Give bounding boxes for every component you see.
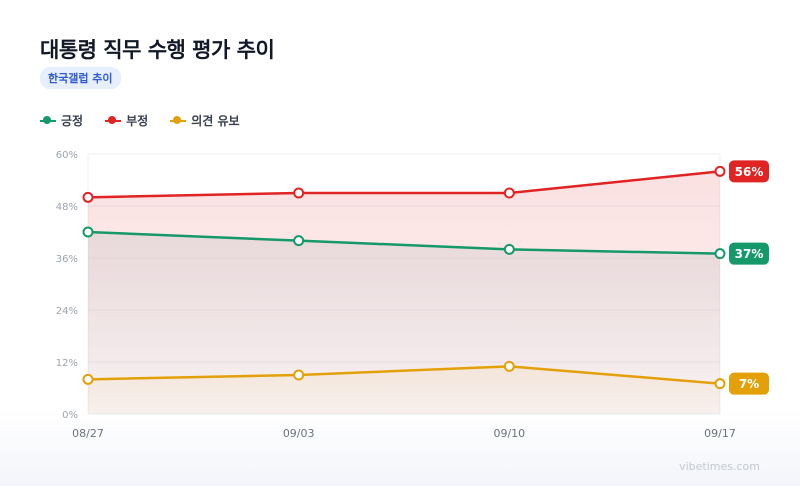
data-point [82,373,94,385]
legend-label: 긍정 [61,114,84,128]
end-value-badge [729,242,769,265]
legend-marker-icon [170,115,187,127]
legend-item-negative[interactable]: 부정 [105,112,148,129]
watermark: vibetimes.com [679,460,760,473]
end-value-label: 7% [739,377,759,391]
chart-title: 대통령 직무 수행 평가 추이 [40,38,275,62]
data-point [293,187,305,199]
data-point [714,248,726,260]
x-tick-label: 09/10 [493,427,525,440]
end-value-badge [729,372,769,395]
y-tick-label: 12% [56,358,78,369]
series-area [88,232,720,414]
data-point [503,360,515,372]
legend-item-undecided[interactable]: 의견 유보 [170,112,240,129]
legend: 긍정 부정 의견 유보 [40,112,240,129]
data-point [82,226,94,238]
data-point [714,378,726,390]
legend-label: 의견 유보 [191,114,240,128]
end-value-label: 37% [735,247,764,261]
legend-label: 부정 [126,114,149,128]
x-tick-label: 09/03 [283,427,315,440]
series-line [86,170,722,199]
end-value-label: 56% [735,165,764,179]
y-tick-label: 24% [56,306,78,317]
y-tick-label: 48% [56,202,78,213]
source-badge: 한국갤럽 추이 [40,67,121,89]
x-tick-label: 08/27 [72,427,104,440]
data-point [293,369,305,381]
series-line [86,365,722,385]
data-point [293,235,305,247]
legend-item-positive[interactable]: 긍정 [40,112,83,129]
y-tick-label: 0% [62,410,78,421]
series-line [86,230,722,255]
data-point [82,191,94,203]
end-value-badge [729,160,769,183]
x-tick-label: 09/17 [704,427,736,440]
legend-marker-icon [40,115,56,127]
legend-marker-icon [105,115,122,127]
series-area [88,366,720,414]
data-point [503,243,515,255]
data-point [503,187,515,199]
y-tick-label: 36% [56,254,78,265]
data-point [714,165,726,177]
y-tick-label: 60% [56,150,78,161]
